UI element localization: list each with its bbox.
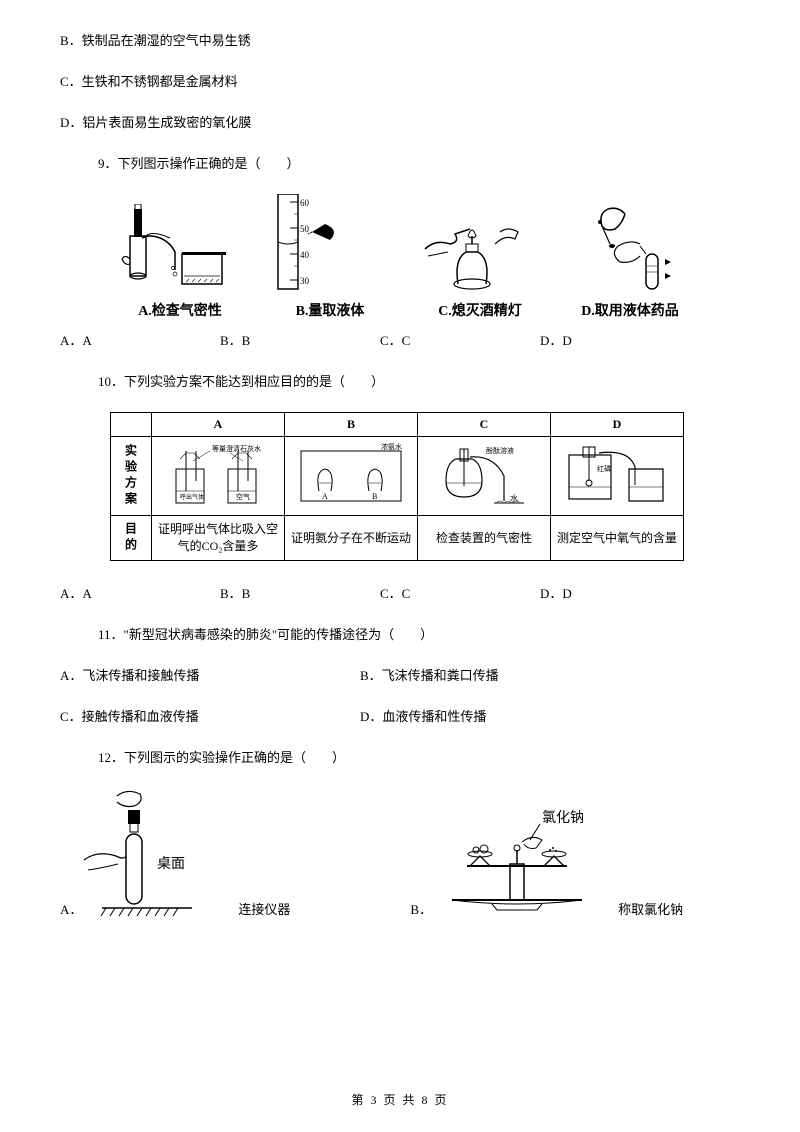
q10-h-b: B xyxy=(285,413,418,437)
q12-stem: 12．下列图示的实验操作正确的是（ ） xyxy=(60,747,740,766)
q10-opt-a: A．A xyxy=(60,583,220,602)
measure-liquid-icon: 60 50 40 30 xyxy=(270,194,350,294)
q10-header-row: A B C D xyxy=(111,413,684,437)
svg-text:60: 60 xyxy=(300,198,310,208)
q10-fig-b: 浓氨水 A B xyxy=(285,437,418,516)
q11-opt-b: B．飞沫传播和粪口传播 xyxy=(360,665,660,684)
svg-text:50: 50 xyxy=(300,224,310,234)
svg-text:40: 40 xyxy=(300,250,310,260)
q10-scheme-row: 实验方案 等量澄清石灰水 呼出气体 空气 浓氨水 xyxy=(111,437,684,516)
q10-stem: 10．下列实验方案不能达到相应目的的是（ ） xyxy=(60,371,740,390)
q9-fig-d: D.取用液体药品 xyxy=(570,204,690,320)
q10-desc-c: 检查装置的气密性 xyxy=(418,516,551,561)
q11-options-row1: A．飞沫传播和接触传播 B．飞沫传播和粪口传播 xyxy=(60,665,740,684)
q12-figures: A． 桌面 连接仪器 B． 氯化钠 xyxy=(60,788,740,918)
option-b-text: B．铁制品在潮湿的空气中易生锈 xyxy=(60,30,740,49)
weigh-nacl-icon: 氯化钠 xyxy=(432,808,612,918)
q10-opt-d: D．D xyxy=(540,583,700,602)
svg-text:呼出气体: 呼出气体 xyxy=(180,493,204,501)
airtight-check-icon xyxy=(120,204,230,294)
svg-text:A: A xyxy=(322,492,328,501)
svg-text:等量澄清石灰水: 等量澄清石灰水 xyxy=(212,444,261,453)
q9-fig-a: A.检查气密性 xyxy=(120,204,240,320)
q10-rowlabel-1: 实验方案 xyxy=(111,437,152,516)
q10-desc-b: 证明氨分子在不断运动 xyxy=(285,516,418,561)
svg-text:B: B xyxy=(372,492,377,501)
svg-text:酚酞溶液: 酚酞溶液 xyxy=(486,446,514,455)
q11-options-row2: C．接触传播和血液传播 D．血液传播和性传播 xyxy=(60,706,740,725)
page-footer: 第 3 页 共 8 页 xyxy=(60,1091,740,1108)
q10-options: A．A B．B C．C D．D xyxy=(60,583,740,602)
q10-fig-a: 等量澄清石灰水 呼出气体 空气 xyxy=(152,437,285,516)
q10-rowlabel-2: 目的 xyxy=(111,516,152,561)
q12-fig-b: B． 氯化钠 称取氯化钠 xyxy=(410,808,683,918)
q10-h-c: C xyxy=(418,413,551,437)
q10-table: A B C D 实验方案 等量澄清石灰水 呼出气体 空气 xyxy=(110,412,684,561)
svg-text:红磷: 红磷 xyxy=(597,464,611,473)
q10-opt-b: B．B xyxy=(220,583,380,602)
q11-opt-a: A．飞沫传播和接触传播 xyxy=(60,665,360,684)
q12-cap-b: 称取氯化钠 xyxy=(618,899,683,918)
q9-opt-c: C．C xyxy=(380,330,540,349)
q9-cap-c: C.熄灭酒精灯 xyxy=(420,300,540,320)
q10-desc-a: 证明呼出气体比吸入空气的CO₂含量多 xyxy=(152,516,285,561)
q10-fig-c: 酚酞溶液 水 xyxy=(418,437,551,516)
q12-opt-b-label: B． xyxy=(410,899,432,918)
svg-text:30: 30 xyxy=(300,276,310,286)
q9-cap-a: A.检查气密性 xyxy=(120,300,240,320)
q10-h-d: D xyxy=(551,413,684,437)
svg-text:桌面: 桌面 xyxy=(157,856,185,872)
svg-text:浓氨水: 浓氨水 xyxy=(381,442,402,451)
q10-fig-d: 红磷 xyxy=(551,437,684,516)
q9-opt-a: A．A xyxy=(60,330,220,349)
option-d-text: D．铝片表面易生成致密的氧化膜 xyxy=(60,112,740,131)
option-c-text: C．生铁和不锈钢都是金属材料 xyxy=(60,71,740,90)
svg-text:氯化钠: 氯化钠 xyxy=(542,810,584,826)
q11-stem: 11．"新型冠状病毒感染的肺炎"可能的传播途径为（ ） xyxy=(60,624,740,643)
svg-text:空气: 空气 xyxy=(236,492,250,501)
q12-opt-a-label: A． xyxy=(60,899,82,918)
q12-cap-a: 连接仪器 xyxy=(238,899,290,918)
q9-stem: 9．下列图示操作正确的是（ ） xyxy=(60,153,740,172)
q10-desc-d: 测定空气中氧气的含量 xyxy=(551,516,684,561)
q9-options: A．A B．B C．C D．D xyxy=(60,330,740,349)
q9-cap-b: B.量取液体 xyxy=(270,300,390,320)
q11-opt-c: C．接触传播和血液传播 xyxy=(60,706,360,725)
connect-apparatus-icon: 桌面 xyxy=(82,788,232,918)
q9-fig-b: 60 50 40 30 B.量取液体 xyxy=(270,194,390,320)
liquid-handling-icon xyxy=(570,204,680,294)
q10-opt-c: C．C xyxy=(380,583,540,602)
q9-figures: A.检查气密性 60 50 40 30 B.量取液体 xyxy=(120,194,740,320)
q9-fig-c: C.熄灭酒精灯 xyxy=(420,204,540,320)
q9-opt-d: D．D xyxy=(540,330,700,349)
q10-purpose-row: 目的 证明呼出气体比吸入空气的CO₂含量多 证明氨分子在不断运动 检查装置的气密… xyxy=(111,516,684,561)
extinguish-lamp-icon xyxy=(420,204,530,294)
q10-h-a: A xyxy=(152,413,285,437)
q11-opt-d: D．血液传播和性传播 xyxy=(360,706,660,725)
q12-fig-a: A． 桌面 连接仪器 xyxy=(60,788,290,918)
q9-opt-b: B．B xyxy=(220,330,380,349)
q9-cap-d: D.取用液体药品 xyxy=(570,300,690,320)
